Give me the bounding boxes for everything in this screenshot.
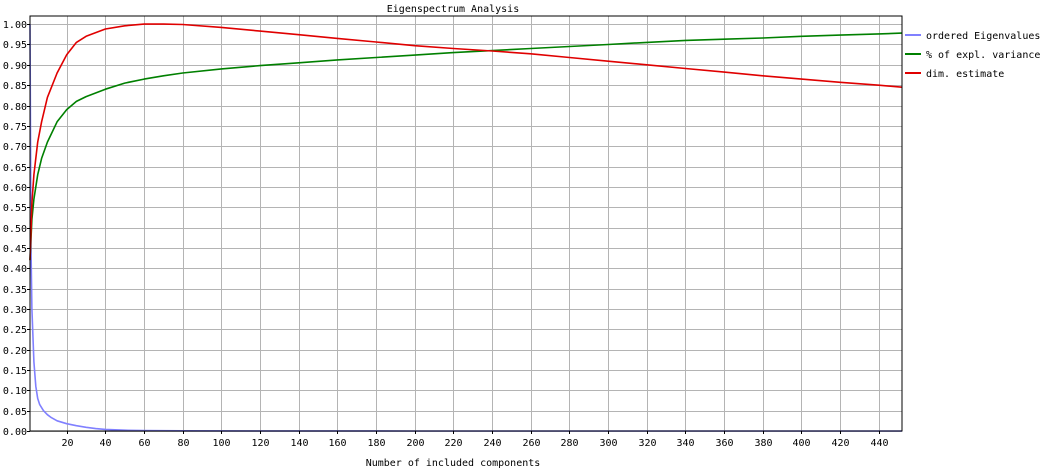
legend-label: dim. estimate — [926, 69, 1004, 80]
y-tick-label: 0.55 — [3, 203, 27, 214]
legend: ordered Eigenvalues % of expl. variance di… — [905, 31, 1040, 80]
y-tick-label: 0.25 — [3, 325, 27, 336]
x-tick-label: 120 — [251, 438, 269, 449]
x-tick-label: 140 — [290, 438, 308, 449]
y-tick-label: 0.10 — [3, 386, 27, 397]
x-tick-label: 400 — [792, 438, 810, 449]
x-tick-label: 420 — [831, 438, 849, 449]
y-axis: 0.00 0.05 0.10 0.15 0.20 0.25 0.30 0.35 0.40 0.45… — [3, 20, 30, 438]
y-tick-label: 0.80 — [3, 102, 27, 113]
y-tick-label: 0.95 — [3, 40, 27, 51]
y-tick-label: 0.70 — [3, 142, 27, 153]
x-tick-label: 180 — [367, 438, 385, 449]
x-tick-label: 280 — [560, 438, 578, 449]
x-tick-label: 80 — [177, 438, 189, 449]
x-tick-label: 20 — [61, 438, 73, 449]
x-tick-label: 300 — [599, 438, 617, 449]
x-tick-label: 320 — [638, 438, 656, 449]
y-tick-label: 0.65 — [3, 163, 27, 174]
y-tick-label: 0.50 — [3, 224, 27, 235]
y-tick-label: 0.75 — [3, 122, 27, 133]
x-tick-label: 160 — [328, 438, 346, 449]
y-tick-label: 1.00 — [3, 20, 27, 31]
x-tick-label: 440 — [870, 438, 888, 449]
y-tick-label: 0.60 — [3, 183, 27, 194]
y-tick-label: 0.00 — [3, 427, 27, 438]
y-tick-label: 0.90 — [3, 61, 27, 72]
y-tick-label: 0.05 — [3, 407, 27, 418]
x-axis: 20 40 60 80 100 120 140 160 180 200 220 240 260 280 30… — [61, 431, 889, 449]
plot-border — [29, 15, 903, 432]
y-tick-label: 0.20 — [3, 346, 27, 357]
chart-title: Eigenspectrum Analysis — [387, 4, 519, 15]
legend-label: % of expl. variance — [926, 50, 1040, 61]
series-line-of-expl-variance — [29, 32, 903, 261]
y-tick-label: 0.30 — [3, 305, 27, 316]
x-tick-label: 40 — [99, 438, 111, 449]
y-tick-label: 0.40 — [3, 264, 27, 275]
x-tick-label: 60 — [138, 438, 150, 449]
x-tick-label: 360 — [715, 438, 733, 449]
series-line-dim-estimate — [29, 23, 903, 261]
x-tick-label: 100 — [212, 438, 230, 449]
x-axis-label: Number of included components — [366, 458, 541, 469]
y-tick-label: 0.15 — [3, 366, 27, 377]
x-tick-label: 220 — [444, 438, 462, 449]
x-tick-label: 380 — [754, 438, 772, 449]
grid — [30, 16, 902, 432]
x-tick-label: 200 — [406, 438, 424, 449]
x-tick-label: 340 — [676, 438, 694, 449]
y-tick-label: 0.35 — [3, 285, 27, 296]
x-tick-label: 240 — [483, 438, 501, 449]
x-tick-label: 260 — [522, 438, 540, 449]
y-tick-label: 0.85 — [3, 81, 27, 92]
y-tick-label: 0.45 — [3, 244, 27, 255]
legend-label: ordered Eigenvalues — [926, 31, 1040, 42]
